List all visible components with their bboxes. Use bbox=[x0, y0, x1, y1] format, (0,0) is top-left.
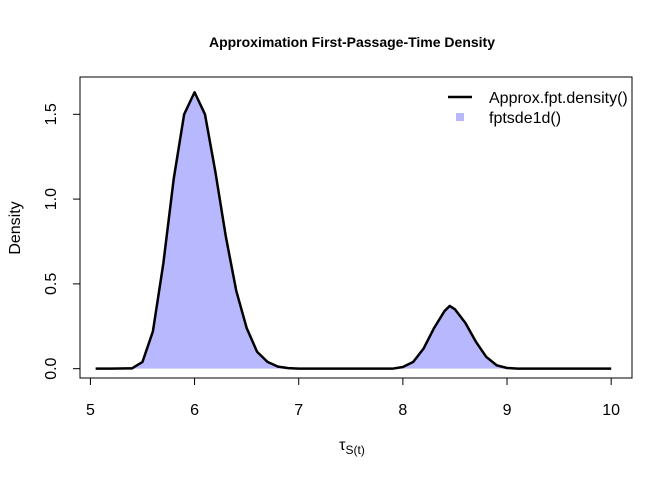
y-tick-label: 1.0 bbox=[43, 188, 60, 210]
x-tick-label: 7 bbox=[294, 402, 303, 419]
y-tick-label: 0.0 bbox=[43, 357, 60, 379]
plot-area bbox=[95, 91, 612, 370]
x-axis-label: τS(t) bbox=[339, 437, 365, 457]
y-axis: 0.0 0.5 1.0 1.5 bbox=[43, 103, 81, 380]
series-fptsde1d-area bbox=[95, 95, 612, 369]
x-tick-label: 10 bbox=[602, 402, 620, 419]
x-tick-label: 5 bbox=[86, 402, 95, 419]
x-tick-label: 8 bbox=[398, 402, 407, 419]
legend-label-fptsde1d: fptsde1d() bbox=[489, 110, 561, 127]
x-axis-label-main: τ bbox=[339, 437, 346, 454]
y-axis-label: Density bbox=[7, 201, 24, 254]
x-tick-label: 6 bbox=[190, 402, 199, 419]
chart-title: Approximation First-Passage-Time Density bbox=[209, 34, 495, 50]
x-tick-label: 9 bbox=[503, 402, 512, 419]
legend-label-approx: Approx.fpt.density() bbox=[489, 90, 628, 107]
x-axis-label-subscript: S(t) bbox=[345, 443, 364, 457]
legend-fill-swatch bbox=[456, 113, 464, 121]
legend: Approx.fpt.density() fptsde1d() bbox=[448, 90, 628, 127]
y-tick-label: 1.5 bbox=[43, 103, 60, 125]
x-axis: 5 6 7 8 9 10 bbox=[86, 377, 620, 419]
series-approx-fpt-density-line bbox=[95, 91, 612, 370]
y-tick-label: 0.5 bbox=[43, 273, 60, 295]
